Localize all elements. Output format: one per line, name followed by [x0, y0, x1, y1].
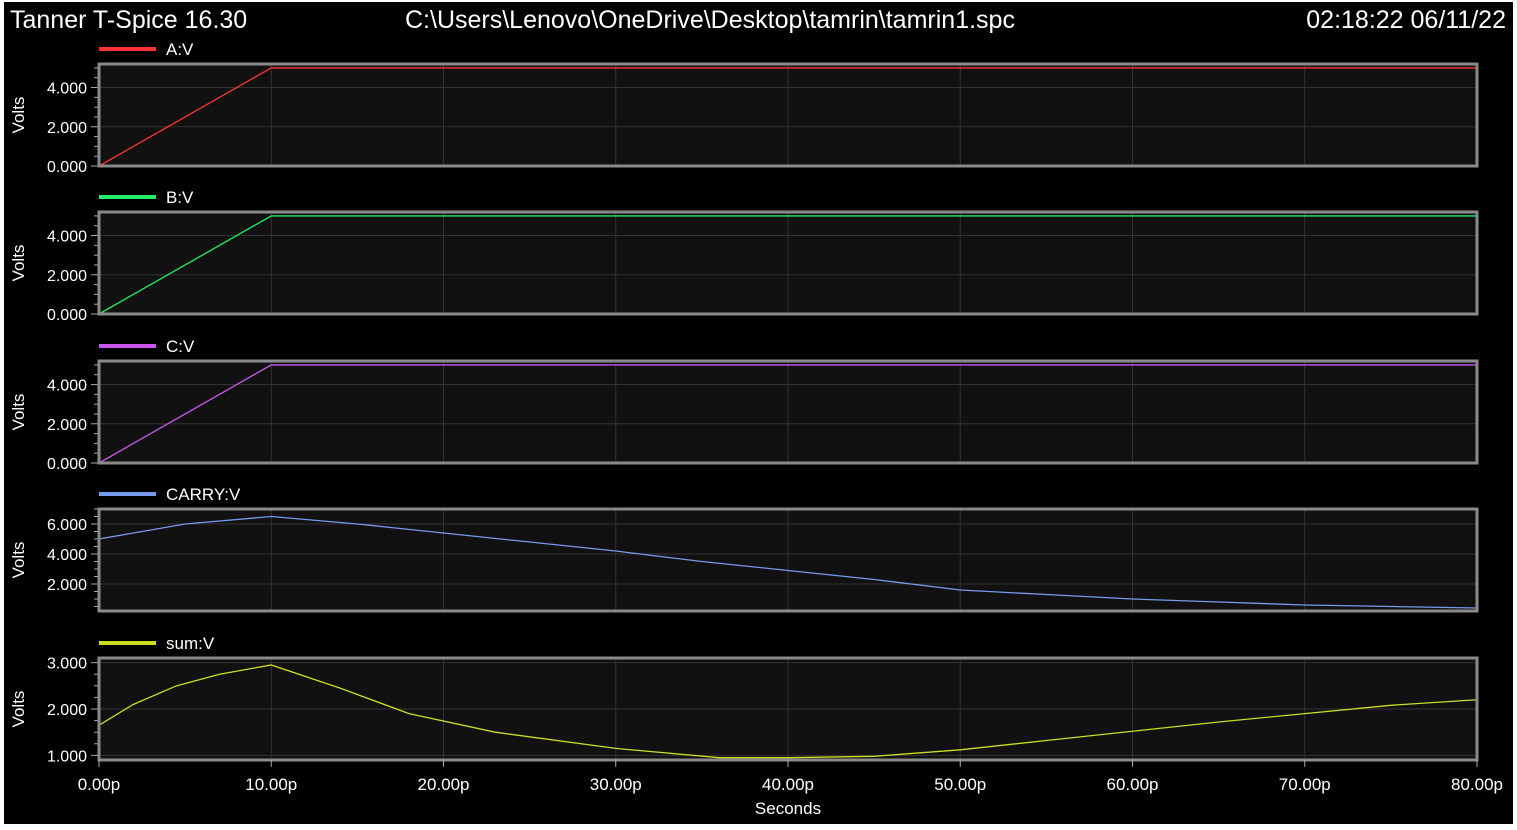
waveform-viewer-window: Tanner T-Spice 16.30 C:\Users\Lenovo\One… — [4, 2, 1513, 824]
x-tick-label: 40.00p — [762, 775, 814, 794]
app-title: Tanner T-Spice 16.30 — [10, 6, 248, 34]
y-tick-label: 2.000 — [47, 268, 87, 285]
x-tick-label: 80.00p — [1451, 775, 1503, 794]
series-line-a-v — [98, 67, 1477, 167]
legend-label: B:V — [166, 188, 194, 207]
y-tick-label: 2.000 — [47, 702, 87, 719]
y-axis-label: Volts — [9, 245, 28, 282]
plot-area: 0.000 2.000 4.000 Volts A:V 0.000 2.000 4.000 Vo… — [9, 40, 1503, 818]
y-axis-label: Volts — [9, 97, 28, 134]
x-tick-label: 20.00p — [418, 775, 470, 794]
y-tick-label: 4.000 — [47, 81, 87, 98]
legend-label: sum:V — [166, 634, 215, 653]
x-tick-label: 70.00p — [1279, 775, 1331, 794]
timestamp: 02:18:22 06/11/22 — [1306, 6, 1506, 34]
x-tick-label: 60.00p — [1107, 775, 1159, 794]
y-tick-label: 6.000 — [47, 517, 87, 534]
header-bar: Tanner T-Spice 16.30 C:\Users\Lenovo\One… — [4, 2, 1513, 42]
y-tick-label: 1.000 — [47, 748, 87, 765]
y-tick-label: 0.000 — [47, 159, 87, 176]
plot-frame-0 — [97, 62, 1479, 168]
x-tick-label: 50.00p — [934, 775, 986, 794]
x-tick-label: 10.00p — [245, 775, 297, 794]
y-axis-label: Volts — [9, 691, 28, 728]
plot-frame-3 — [97, 507, 1479, 613]
plot-frame-1 — [97, 210, 1479, 316]
x-tick-label: 30.00p — [590, 775, 642, 794]
y-axis-label: Volts — [9, 394, 28, 431]
series-line-carry-v — [98, 515, 1478, 609]
series-line-sum-v — [98, 664, 1478, 759]
series-line-c-v — [98, 364, 1477, 464]
legend-label: CARRY:V — [166, 485, 241, 504]
y-tick-label: 2.000 — [47, 120, 87, 137]
plot-frame-2 — [97, 359, 1479, 465]
file-path: C:\Users\Lenovo\OneDrive\Desktop\tamrin\… — [405, 6, 1015, 34]
series-line-b-v — [98, 215, 1477, 315]
y-tick-label: 2.000 — [47, 577, 87, 594]
x-tick-label: 0.00p — [78, 775, 121, 794]
y-tick-label: 2.000 — [47, 417, 87, 434]
y-tick-label: 4.000 — [47, 229, 87, 246]
y-tick-label: 0.000 — [47, 456, 87, 473]
legend-label: C:V — [166, 337, 195, 356]
y-tick-label: 4.000 — [47, 547, 87, 564]
x-axis-label: Seconds — [755, 799, 821, 818]
y-tick-label: 0.000 — [47, 307, 87, 324]
y-tick-label: 4.000 — [47, 378, 87, 395]
y-tick-label: 3.000 — [47, 656, 87, 673]
legend-label: A:V — [166, 40, 194, 59]
y-axis-label: Volts — [9, 542, 28, 579]
